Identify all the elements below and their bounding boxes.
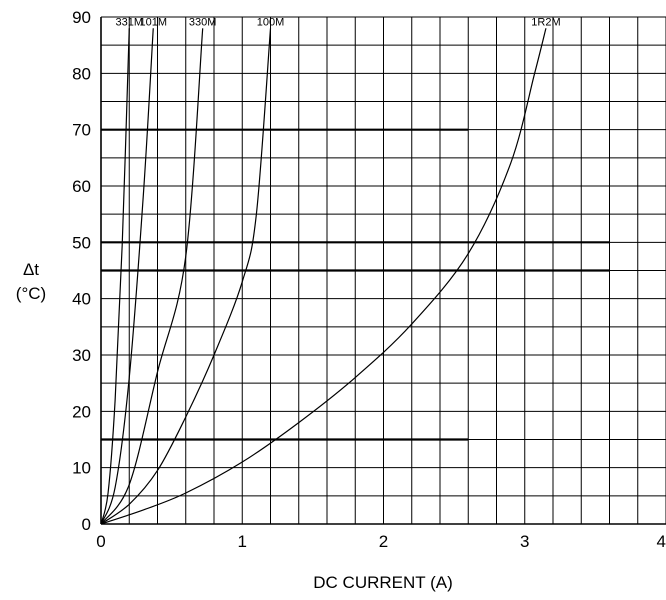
curves (100, 28, 547, 525)
y-tick-label: 10 (72, 459, 91, 478)
y-tick-label: 30 (72, 346, 91, 365)
curve-101m (100, 28, 154, 525)
curve-label-331m: 331M (115, 16, 143, 28)
x-tick-label: 3 (520, 532, 529, 551)
x-axis-label: DC CURRENT (A) (313, 573, 452, 592)
x-tick-label: 4 (657, 532, 666, 551)
y-axis-label-symbol: Δt (23, 260, 39, 279)
y-axis-label-unit: (°C) (16, 284, 46, 303)
x-tick-label: 0 (96, 532, 105, 551)
y-tick-labels: 0 10 20 30 40 50 60 70 80 90 (72, 8, 91, 534)
y-tick-label: 50 (72, 233, 91, 252)
y-tick-label: 80 (72, 64, 91, 83)
curve-1r2m (100, 28, 547, 525)
curve-label-330m: 330M (189, 16, 217, 28)
y-tick-label: 20 (72, 402, 91, 421)
x-tick-label: 1 (238, 532, 247, 551)
curve-330m (100, 28, 204, 525)
y-tick-label: 70 (72, 121, 91, 140)
x-tick-labels: 0 1 2 3 4 (96, 532, 666, 551)
curve-label-1r2m: 1R2M (531, 16, 560, 28)
curve-331m (100, 28, 130, 525)
y-tick-label: 40 (72, 290, 91, 309)
y-tick-label: 0 (82, 515, 91, 534)
y-tick-label: 60 (72, 177, 91, 196)
curve-label-100m: 100M (257, 16, 285, 28)
y-tick-label: 90 (72, 8, 91, 27)
curve-100m (100, 28, 272, 525)
curve-label-101m: 101M (139, 16, 167, 28)
x-tick-label: 2 (379, 532, 388, 551)
reference-lines (101, 128, 610, 441)
